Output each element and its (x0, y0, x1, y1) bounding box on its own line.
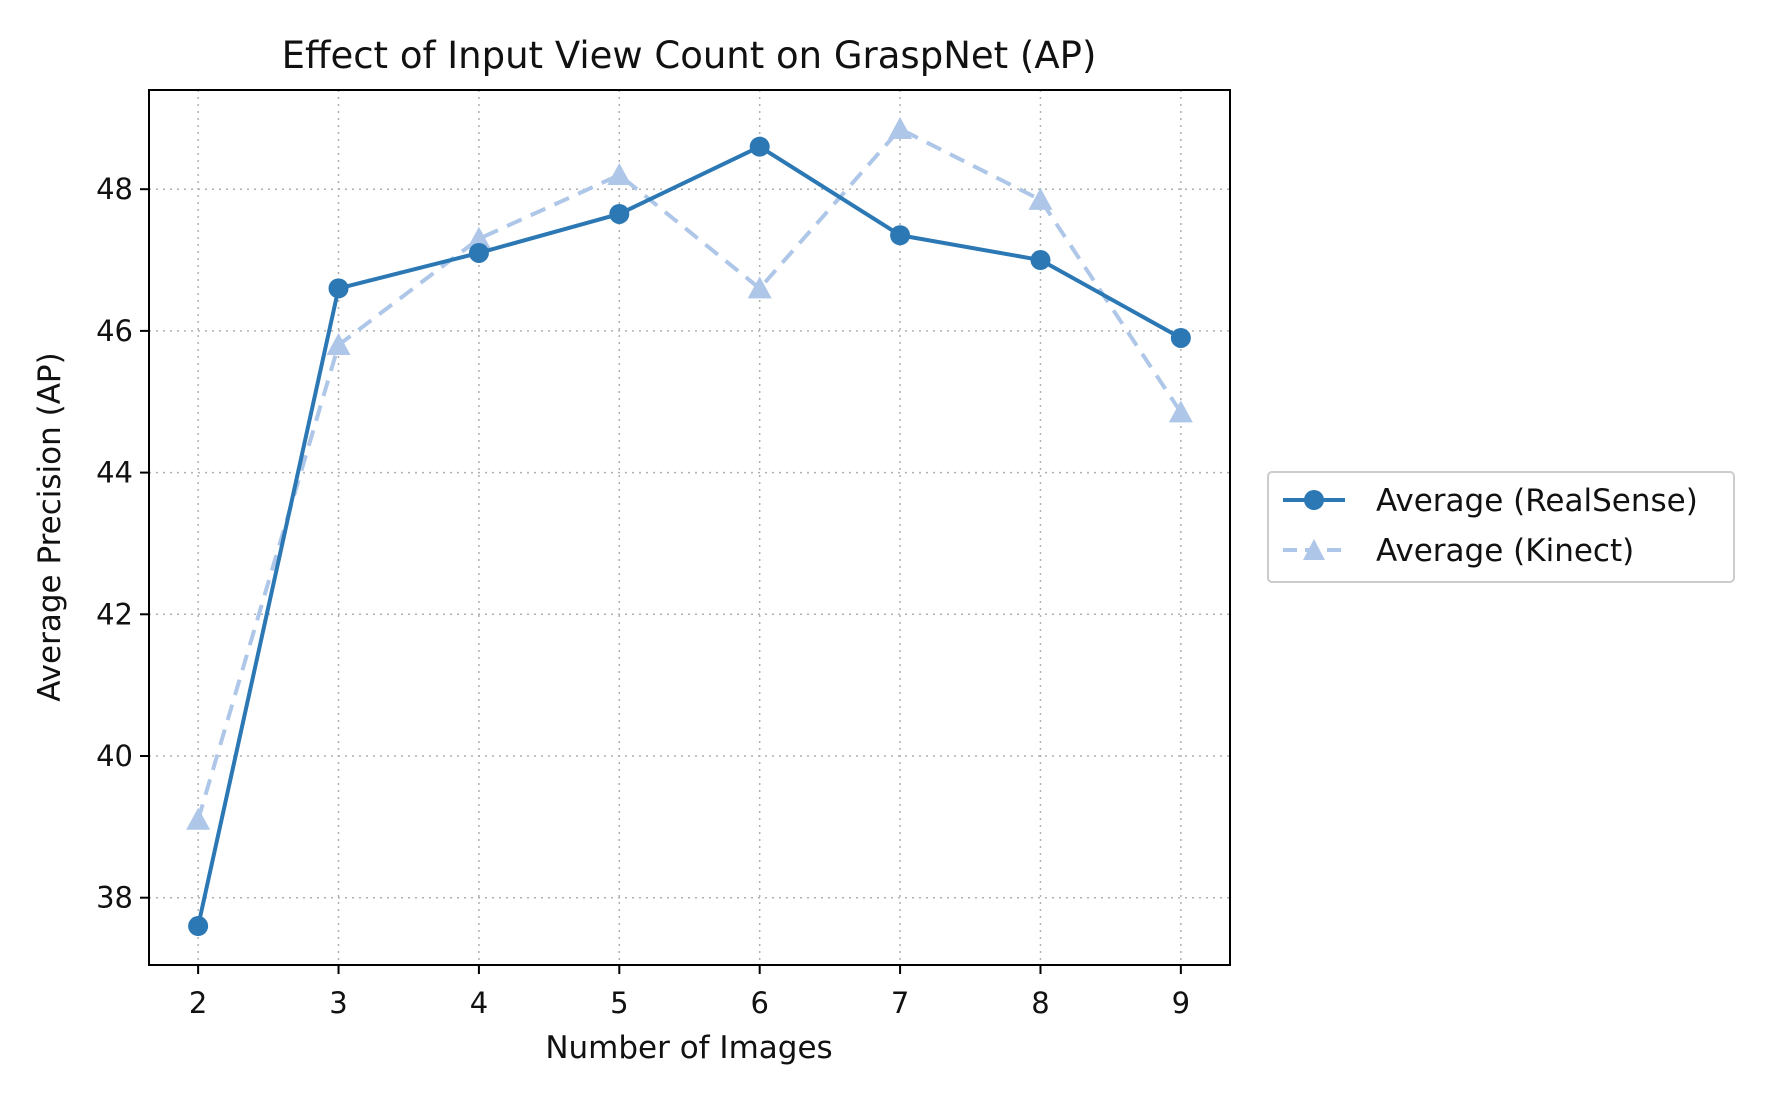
y-tick-label-44: 44 (96, 456, 133, 490)
point-realsense-2 (188, 916, 209, 937)
series-kinect (186, 116, 1193, 830)
y-axis-label: Average Precision (AP) (32, 352, 68, 701)
series-line-realsense (196, 144, 1182, 927)
point-kinect-8 (1028, 187, 1053, 210)
point-kinect-6 (747, 276, 772, 299)
grid-lines (149, 90, 1230, 965)
legend-box (1267, 471, 1735, 583)
point-kinect-7 (888, 116, 913, 139)
x-tick-label-3: 3 (329, 986, 347, 1020)
y-axis: 38 40 42 44 46 48 (96, 172, 149, 915)
x-tick-label-9: 9 (1172, 986, 1190, 1020)
point-kinect-9 (1168, 400, 1193, 423)
plot-frame (148, 89, 1231, 966)
point-kinect-5 (607, 163, 632, 186)
point-kinect-4 (466, 226, 491, 249)
point-kinect-2 (186, 807, 211, 830)
x-tick-label-5: 5 (610, 986, 628, 1020)
x-axis: 2 3 4 5 6 7 8 9 (189, 965, 1190, 1020)
x-tick-label-4: 4 (470, 986, 488, 1020)
chart-title: Effect of Input View Count on GraspNet (… (282, 34, 1097, 77)
x-tick-label-7: 7 (891, 986, 909, 1020)
legend-item-realsense: Average (RealSense) (1283, 483, 1698, 519)
series-line-kinect (196, 126, 1183, 821)
legend-marker-realsense (1304, 490, 1324, 510)
point-realsense-6 (749, 136, 770, 157)
y-tick-label-40: 40 (96, 739, 133, 773)
y-tick-label-48: 48 (96, 172, 133, 206)
x-tick-label-6: 6 (750, 986, 768, 1020)
point-realsense-9 (1170, 327, 1191, 348)
point-realsense-8 (1030, 250, 1051, 271)
series-realsense (188, 136, 1191, 937)
y-tick-label-46: 46 (96, 314, 133, 348)
series-layer (186, 116, 1193, 937)
point-kinect-3 (326, 333, 351, 356)
legend: Average (RealSense) Average (Kinect) (1267, 471, 1735, 583)
y-tick-label-38: 38 (96, 881, 133, 915)
legend-marker-kinect (1303, 539, 1325, 560)
legend-label-realsense: Average (RealSense) (1376, 483, 1698, 519)
x-tick-label-8: 8 (1031, 986, 1049, 1020)
x-axis-label: Number of Images (545, 1030, 832, 1066)
point-realsense-5 (609, 203, 630, 224)
legend-label-kinect: Average (Kinect) (1376, 533, 1634, 569)
point-realsense-3 (328, 278, 349, 299)
x-tick-label-2: 2 (189, 986, 207, 1020)
point-realsense-4 (468, 242, 489, 263)
y-tick-label-42: 42 (96, 597, 133, 631)
legend-item-kinect: Average (Kinect) (1283, 533, 1634, 569)
point-realsense-7 (890, 225, 911, 246)
plot-background (149, 90, 1230, 965)
